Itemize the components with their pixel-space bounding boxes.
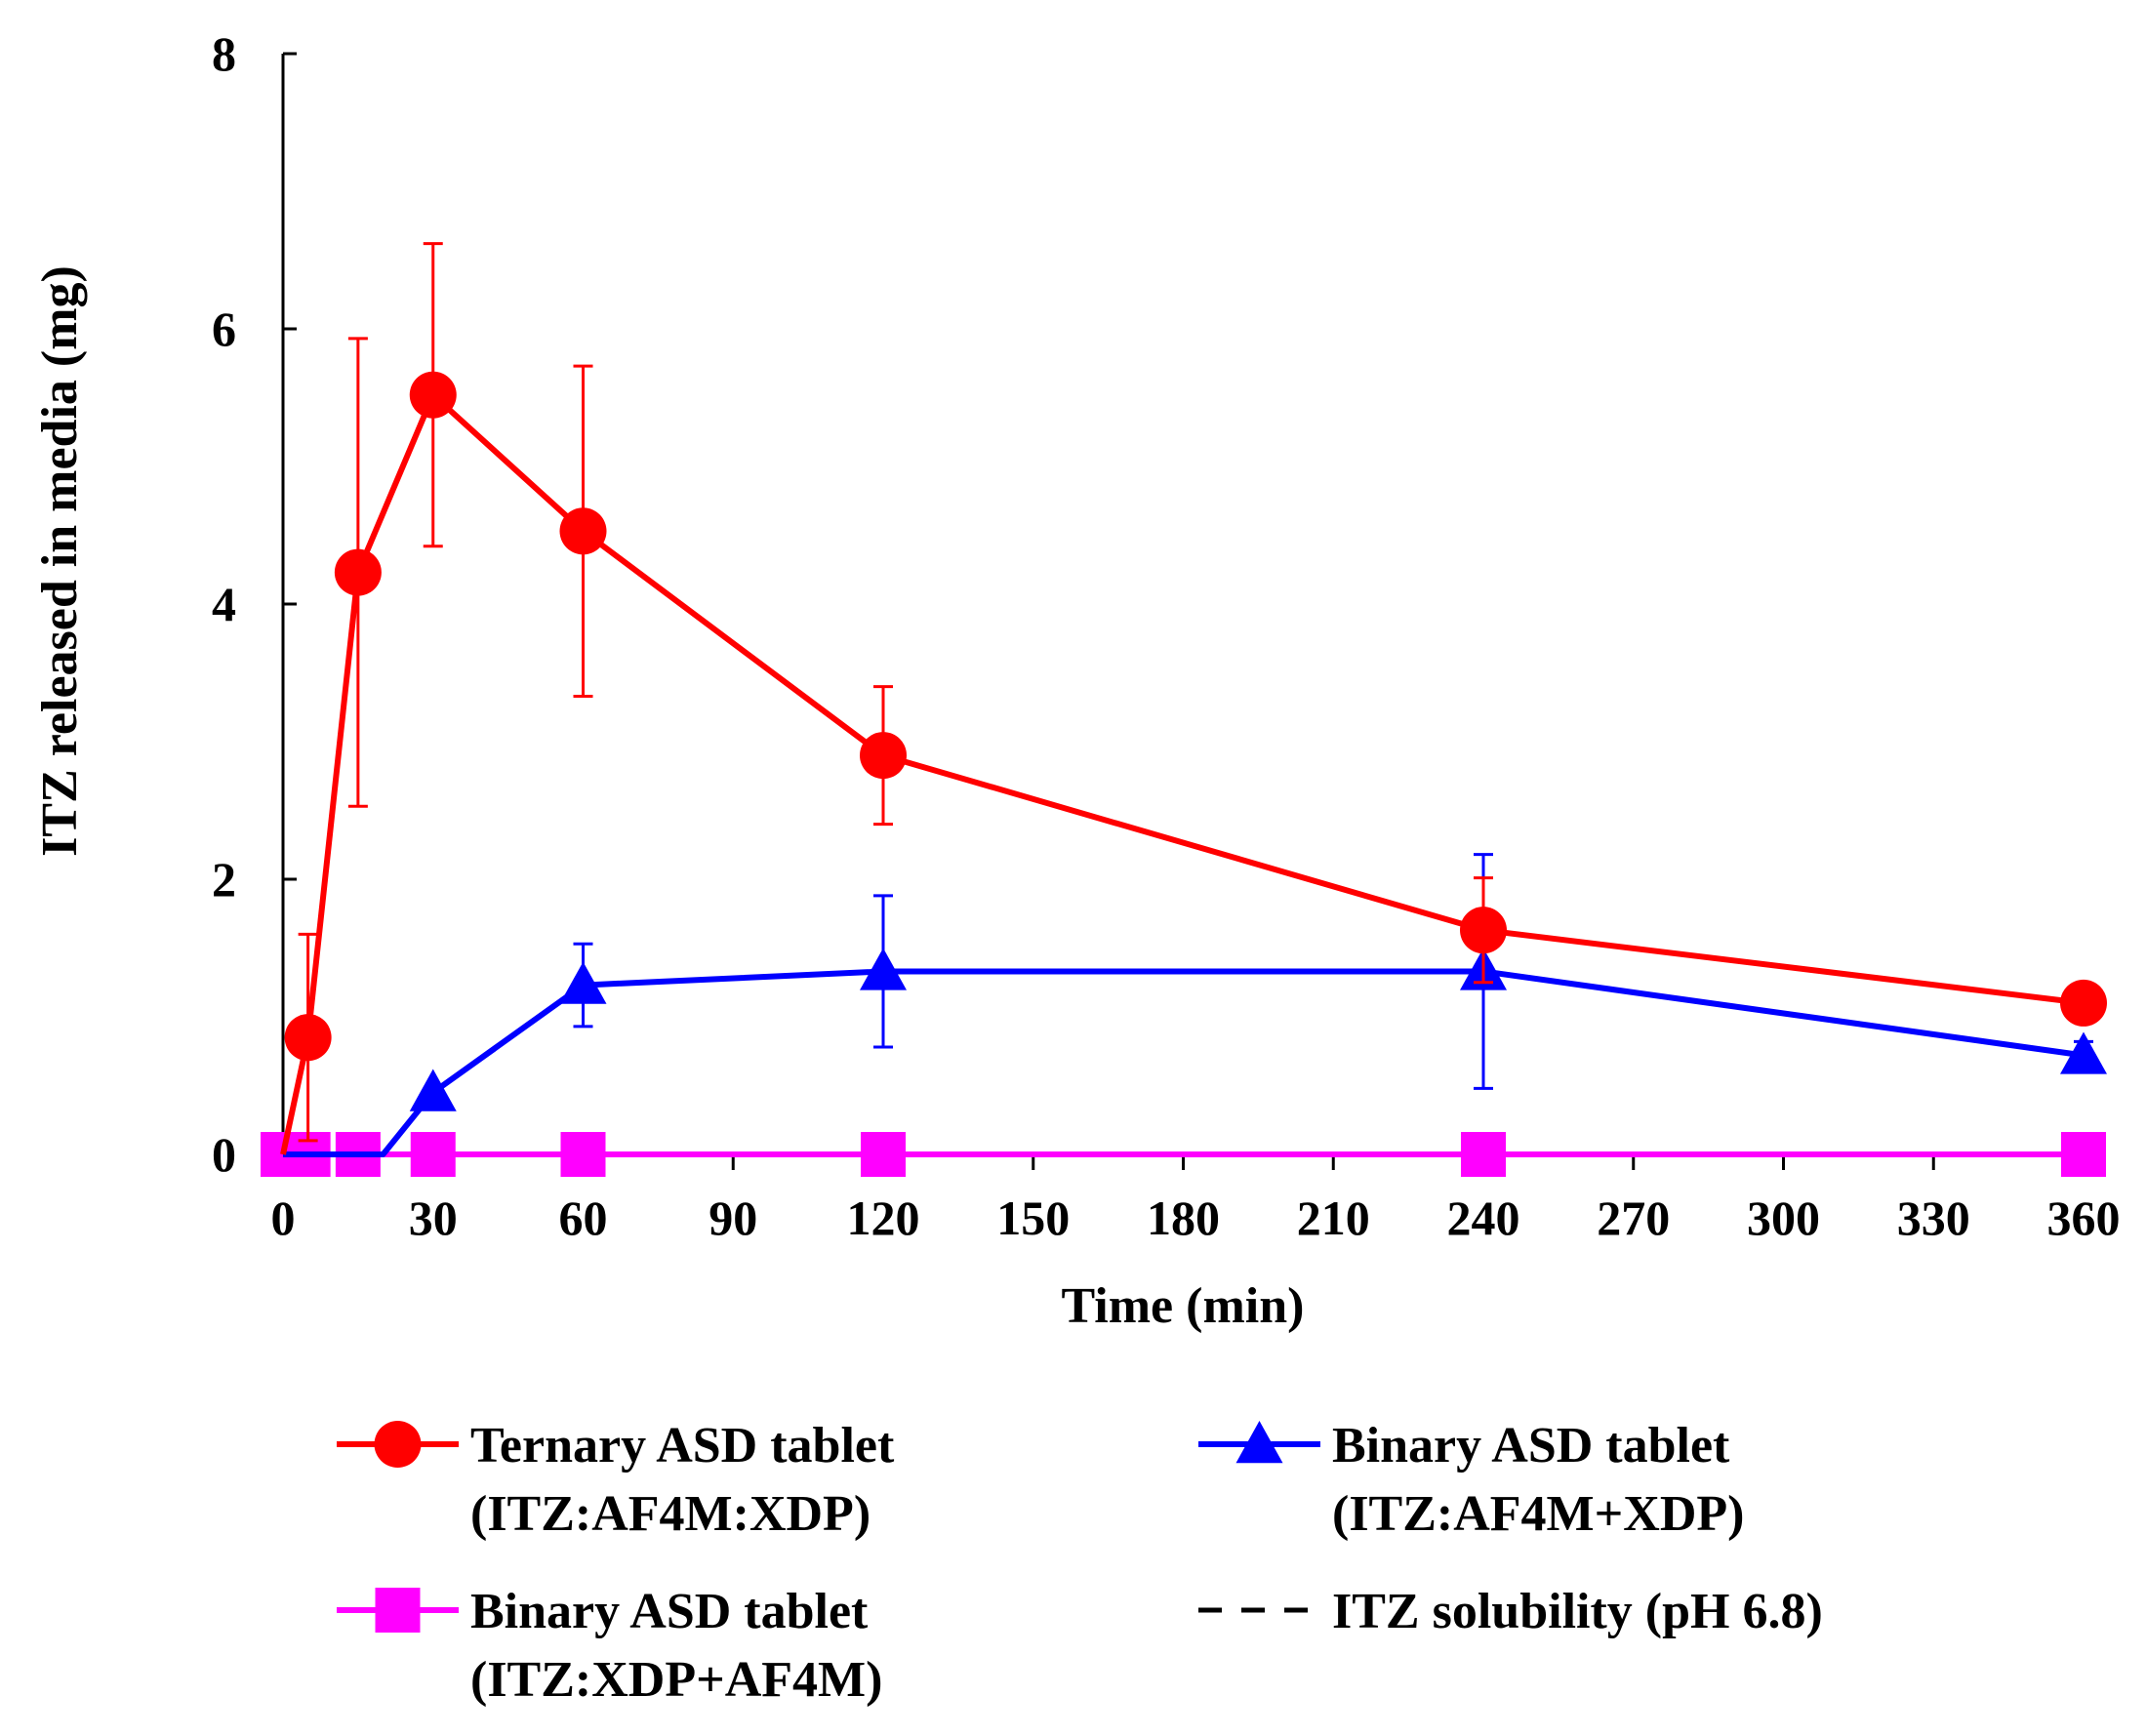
x-tick-label: 0 [271, 1191, 296, 1245]
legend-swatch-marker [375, 1588, 421, 1633]
data-point [2060, 979, 2107, 1027]
data-point [559, 507, 607, 555]
legend-label-line2: (ITZ:AF4M+XDP) [1332, 1486, 1744, 1542]
y-axis-title: ITZ released in media (mg) [32, 265, 88, 857]
series-line [283, 968, 2085, 1157]
data-point [559, 961, 607, 1004]
x-tick-label: 210 [1297, 1191, 1370, 1245]
legend-item: Ternary ASD tablet (ITZ:AF4M:XDP) [337, 1418, 895, 1542]
data-point [410, 1132, 456, 1177]
data-point [860, 948, 907, 990]
series-0 [280, 242, 2107, 1155]
x-tick-label: 120 [847, 1191, 920, 1245]
x-tick-label: 300 [1747, 1191, 1820, 1245]
y-tick-label: 4 [212, 577, 236, 631]
data-point [334, 548, 382, 596]
legend-swatch-marker [374, 1421, 422, 1468]
legend-label: Binary ASD tablet [1332, 1418, 1730, 1474]
legend-label: Binary ASD tablet [470, 1584, 869, 1639]
x-tick-label: 150 [996, 1191, 1070, 1245]
y-tick-label: 8 [212, 26, 236, 81]
series-2 [261, 1132, 2106, 1177]
legend-label: Ternary ASD tablet [470, 1418, 895, 1474]
y-tick-label: 2 [212, 852, 236, 907]
legend-label-line2: (ITZ:AF4M:XDP) [470, 1486, 871, 1542]
legend-label: ITZ solubility (pH 6.8) [1332, 1584, 1823, 1639]
x-tick-label: 360 [2047, 1191, 2121, 1245]
y-tick-label: 0 [212, 1127, 236, 1182]
legend: Ternary ASD tablet (ITZ:AF4M:XDP) Binary A… [337, 1418, 1823, 1708]
data-point [409, 1069, 457, 1111]
data-point [860, 732, 907, 780]
y-tick-label: 6 [212, 302, 236, 356]
legend-label-line2: (ITZ:XDP+AF4M) [470, 1652, 882, 1708]
data-point [409, 371, 457, 419]
data-point [2061, 1132, 2106, 1177]
x-tick-label: 180 [1147, 1191, 1220, 1245]
x-axis-title: Time (min) [1062, 1278, 1305, 1334]
x-tick-label: 330 [1897, 1191, 1970, 1245]
data-point [861, 1132, 906, 1177]
x-tick-label: 240 [1447, 1191, 1520, 1245]
data-point [284, 1014, 332, 1062]
legend-item: Binary ASD tablet (ITZ:AF4M+XDP) [1198, 1418, 1744, 1542]
data-point [2060, 1031, 2107, 1074]
x-tick-label: 270 [1597, 1191, 1670, 1245]
data-point [560, 1132, 606, 1177]
x-tick-label: 30 [409, 1191, 458, 1245]
x-tick-label: 90 [709, 1191, 757, 1245]
series-line [280, 391, 2085, 1155]
series-layer [261, 242, 2107, 1177]
legend-item: Binary ASD tablet (ITZ:XDP+AF4M) [337, 1584, 882, 1708]
series-1 [283, 853, 2107, 1157]
legend-swatch-marker [1235, 1421, 1283, 1464]
axes: 0 2 4 6 8 0 30 60 90 120 150 180 210 240 270 300 330 360 [212, 26, 2121, 1245]
data-point [1461, 1132, 1506, 1177]
legend-item: ITZ solubility (pH 6.8) [1198, 1584, 1823, 1639]
x-tick-label: 60 [559, 1191, 608, 1245]
data-point [1460, 907, 1507, 954]
